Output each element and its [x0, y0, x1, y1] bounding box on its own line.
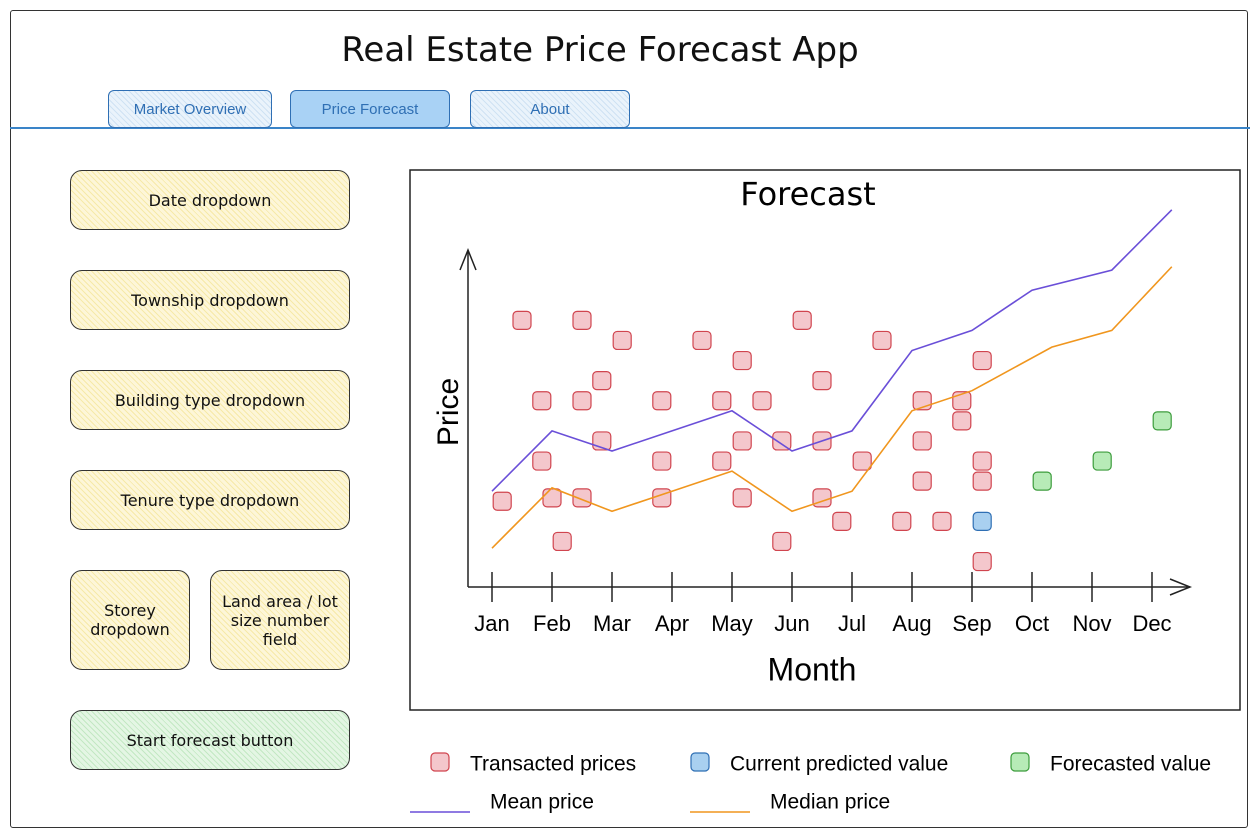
data-point — [852, 451, 872, 471]
y-axis-arrow — [459, 247, 477, 271]
data-point — [572, 310, 592, 330]
data-point — [972, 350, 992, 371]
data-point — [792, 310, 812, 330]
x-tick-label: Jan — [474, 611, 509, 636]
data-point — [1032, 471, 1052, 491]
data-point — [592, 371, 612, 391]
data-point — [772, 531, 792, 552]
data-point — [512, 310, 532, 330]
data-point — [752, 391, 772, 411]
y-axis-label: Price — [432, 378, 465, 446]
x-tick-label: Nov — [1072, 611, 1111, 636]
data-point — [972, 471, 992, 491]
data-point — [532, 451, 552, 471]
data-point — [612, 330, 632, 351]
data-point — [652, 451, 672, 471]
data-point — [912, 471, 932, 491]
legend-marker — [1010, 752, 1030, 772]
data-point — [932, 511, 952, 531]
data-point — [1092, 451, 1112, 471]
x-tick-label: Feb — [533, 611, 571, 636]
data-point — [692, 330, 712, 351]
data-point — [972, 451, 992, 471]
chart-title: Forecast — [740, 175, 875, 213]
x-tick-label: Jul — [838, 611, 866, 636]
number-field[interactable]: Land area / lot size number field — [210, 570, 350, 670]
data-point — [492, 491, 512, 511]
legend-label: Transacted prices — [470, 753, 636, 776]
series-line — [491, 209, 1173, 492]
tab[interactable]: Market Overview — [108, 90, 272, 128]
data-point — [732, 350, 752, 371]
data-point — [772, 431, 792, 451]
dropdown[interactable]: Date dropdown — [70, 170, 350, 230]
header-divider — [10, 127, 1250, 129]
data-point — [872, 330, 892, 351]
window-frame — [10, 10, 1248, 828]
app-title: Real Estate Price Forecast App — [341, 30, 859, 70]
x-tick-label: Oct — [1015, 611, 1049, 636]
legend-marker — [430, 752, 450, 772]
dropdown[interactable]: Storey dropdown — [70, 570, 190, 670]
data-point — [1152, 411, 1172, 431]
start-button[interactable]: Start forecast button — [70, 710, 350, 770]
chart-frame — [409, 169, 1241, 711]
legend-marker — [690, 752, 710, 772]
x-tick-label: Sep — [952, 611, 991, 636]
legend-label: Median price — [770, 791, 890, 814]
data-point — [732, 431, 752, 451]
dropdown[interactable]: Township dropdown — [70, 270, 350, 330]
legend-label: Current predicted value — [730, 753, 948, 776]
data-point — [652, 488, 672, 508]
data-point — [952, 411, 972, 431]
data-point — [912, 431, 932, 451]
data-point — [552, 531, 572, 552]
dropdown[interactable]: Building type dropdown — [70, 370, 350, 430]
tab[interactable]: About — [470, 90, 630, 128]
x-tick-label: Mar — [593, 611, 631, 636]
data-point — [712, 391, 732, 411]
data-point — [812, 371, 832, 391]
data-point — [892, 511, 912, 531]
data-point — [572, 488, 592, 508]
data-point — [972, 551, 992, 572]
data-point — [572, 391, 592, 411]
x-tick-label: Dec — [1132, 611, 1171, 636]
legend-label: Mean price — [490, 791, 594, 814]
x-axis-label: Month — [768, 651, 857, 687]
data-point — [712, 451, 732, 471]
x-tick-label: Jun — [774, 611, 809, 636]
tab-active[interactable]: Price Forecast — [290, 90, 450, 128]
data-point — [542, 488, 562, 508]
x-tick-label: Apr — [655, 611, 689, 636]
data-point — [832, 511, 852, 531]
x-tick-label: May — [711, 611, 753, 636]
data-point — [652, 391, 672, 411]
data-point — [732, 488, 752, 508]
data-point — [972, 511, 992, 531]
x-tick-label: Aug — [892, 611, 931, 636]
data-point — [532, 391, 552, 411]
legend-label: Forecasted value — [1050, 753, 1211, 776]
dropdown[interactable]: Tenure type dropdown — [70, 470, 350, 530]
x-axis-arrow — [1169, 578, 1193, 596]
series-line — [491, 266, 1173, 549]
